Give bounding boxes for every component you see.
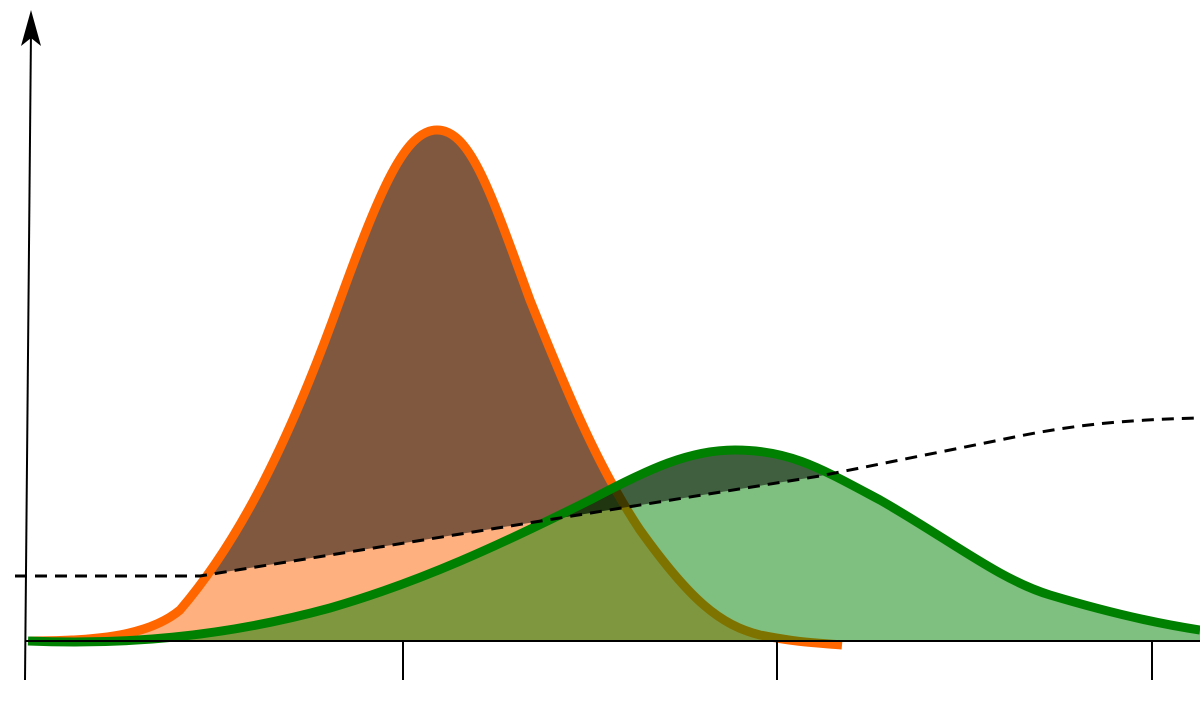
flat-curve-line: [27, 445, 1200, 647]
flat-curve-fill: [28, 450, 1200, 643]
y-axis-arrow-icon: [21, 10, 41, 46]
threshold-dashed-line: [15, 416, 1200, 578]
tall-curve-fill-above-threshold: [30, 130, 840, 576]
y-axis: [24, 29, 32, 681]
